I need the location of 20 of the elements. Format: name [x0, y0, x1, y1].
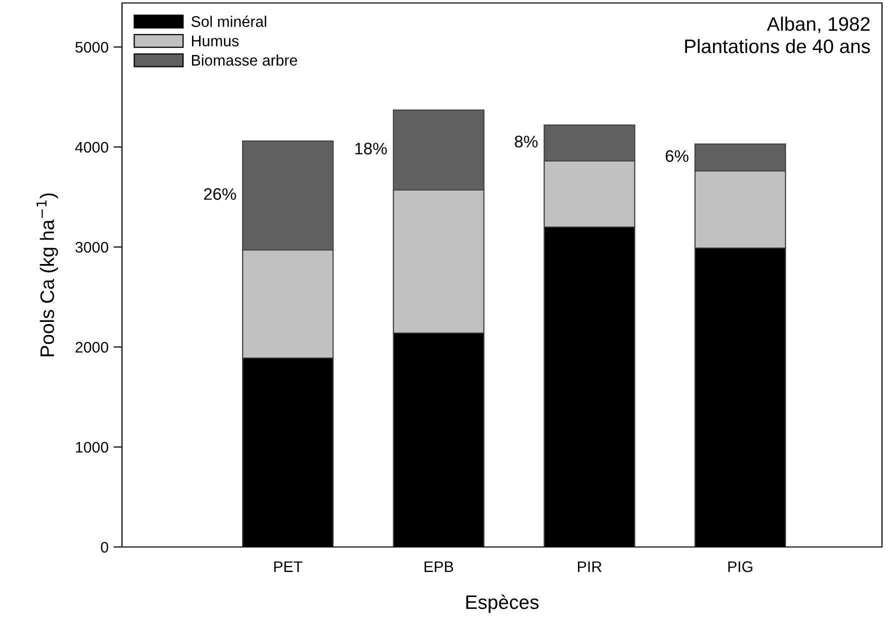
annotation: Alban, 1982 Plantations de 40 ans [685, 16, 870, 54]
y-tick-label: 0 [100, 542, 108, 553]
x-tick-label: PIG [728, 561, 752, 572]
annotation: 8% [514, 136, 538, 148]
legend-label: Humus [192, 36, 239, 46]
y-axis-title: Pools Ca (kg ha$^{−1}$) [36, 193, 58, 356]
legend-label: Sol minéral [191, 16, 266, 27]
y-tick-label: 2000 [76, 342, 108, 353]
y-tick-label: 3000 [75, 242, 108, 253]
y-tick-label: 4000 [75, 142, 108, 153]
x-tick-label: PET [274, 561, 302, 572]
annotation: 18% [355, 142, 387, 154]
y-tick-label: 5000 [75, 42, 108, 53]
x-tick-label: EPB [424, 561, 454, 572]
y-tick-label: 1000 [76, 442, 108, 453]
annotation: 6% [666, 150, 688, 162]
annotation: 26% [204, 188, 236, 200]
x-tick-label: PIR [578, 561, 602, 572]
x-axis-title: Espèces [466, 594, 539, 613]
legend-label: Biomasse arbre [192, 54, 298, 66]
